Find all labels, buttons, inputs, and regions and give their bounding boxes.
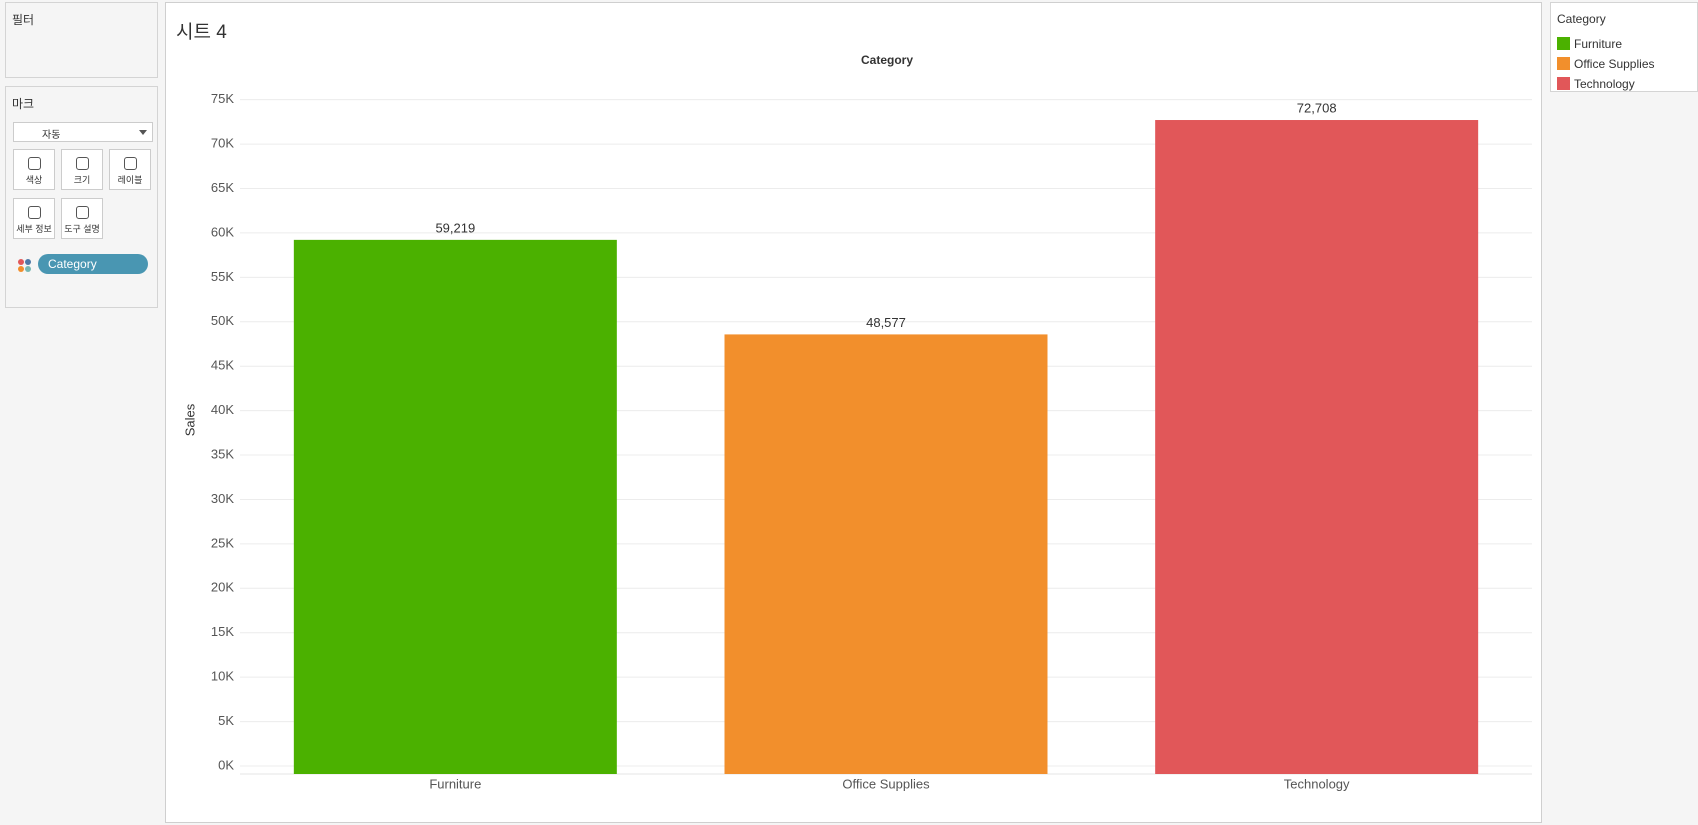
button-label: 크기: [73, 175, 91, 185]
legend-label: Office Supplies: [1574, 57, 1655, 71]
filters-shelf: 필터: [5, 2, 158, 78]
mark-button[interactable]: 색상: [13, 149, 55, 190]
legend-label: Furniture: [1574, 37, 1623, 51]
legend-swatch[interactable]: [1557, 37, 1570, 50]
mark-type: 자동: [42, 130, 61, 141]
mark-button[interactable]: 도구 설명: [61, 198, 103, 239]
button-icon: [76, 157, 89, 170]
button-icon: [28, 206, 41, 219]
legend: Category Furniture Office Supplies Technol…: [1550, 2, 1698, 92]
legend-label: Technology: [1574, 77, 1635, 91]
category-pill[interactable]: Category: [38, 254, 148, 274]
pill-label: Category: [48, 257, 97, 271]
mark-button[interactable]: 크기: [61, 149, 103, 190]
worksheet: 시트 4: [165, 2, 1542, 823]
mark-type-dropdown[interactable]: 자동: [13, 122, 153, 142]
color-icon: [18, 259, 32, 273]
sheet-title: 시트 4: [176, 22, 227, 43]
legend-title: Category: [1557, 12, 1606, 26]
legend-swatch[interactable]: [1557, 77, 1570, 90]
button-label: 레이블: [117, 175, 143, 185]
marks-title: 마크: [12, 97, 35, 111]
button-icon: [28, 157, 41, 170]
mark-button[interactable]: 레이블: [109, 149, 151, 190]
mark-button[interactable]: 세부 정보: [13, 198, 55, 239]
dropdown-arrow: [139, 130, 147, 135]
button-label: 색상: [25, 175, 43, 185]
button-label: 도구 설명: [64, 224, 100, 234]
button-icon: [76, 206, 89, 219]
button-label: 세부 정보: [16, 224, 52, 234]
button-icon: [124, 157, 137, 170]
filters-title: 필터: [12, 13, 35, 27]
legend-swatch[interactable]: [1557, 57, 1570, 70]
